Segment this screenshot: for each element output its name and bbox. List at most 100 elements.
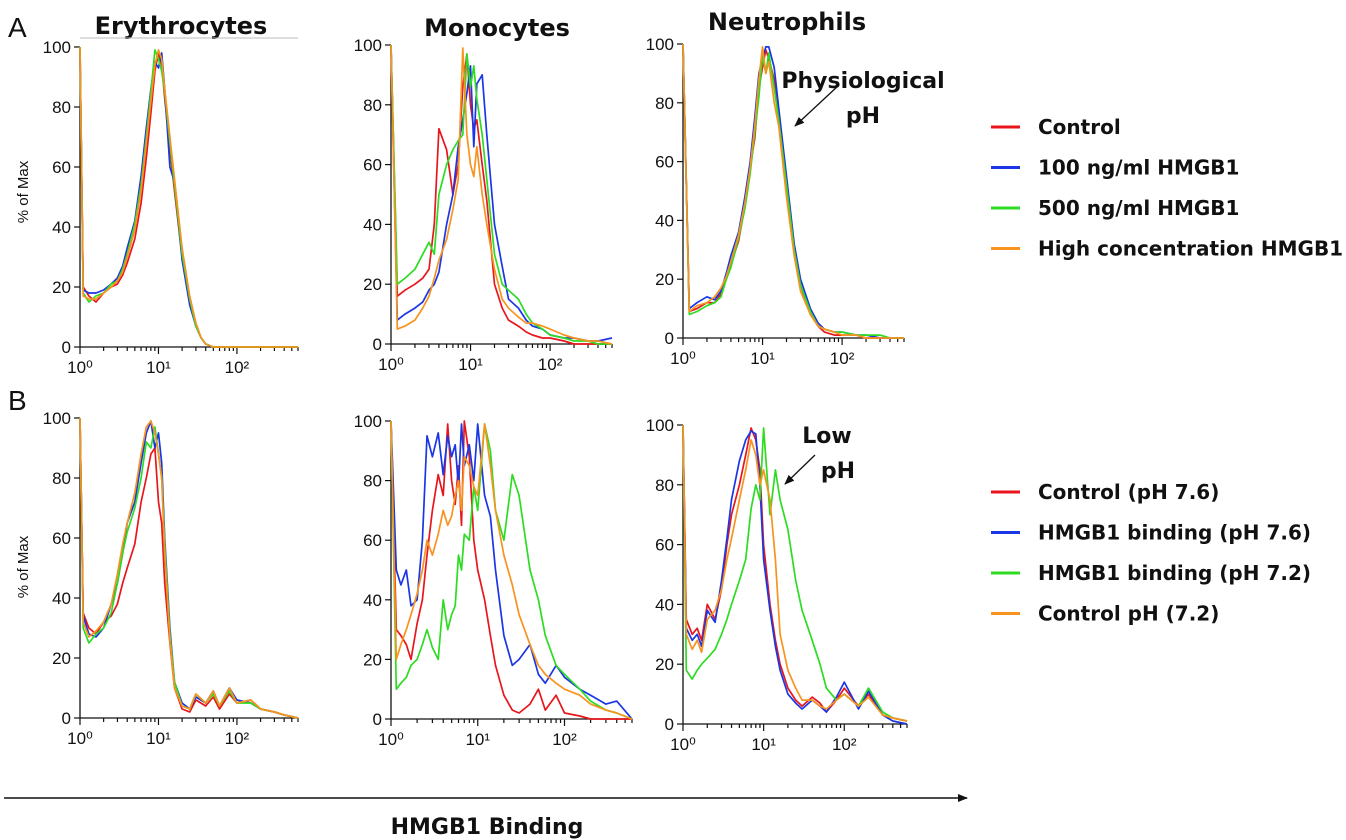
- histogram-b-neutrophils: 0 20 40 60 80 100 10⁰ 10¹ 10²: [646, 416, 908, 754]
- y-tick-label: 60: [52, 158, 71, 177]
- panel-letter-a: A: [8, 12, 27, 43]
- series-red: [390, 420, 632, 720]
- series-green: [682, 424, 908, 722]
- legend-label-orange: High concentration HMGB1: [1038, 237, 1343, 261]
- y-tick-label: 80: [655, 94, 674, 113]
- x-tick-label: 10²: [832, 735, 857, 754]
- y-tick-label: 0: [665, 329, 674, 348]
- y-tick-label: 80: [363, 96, 382, 115]
- column-title-monocytes: Monocytes: [424, 14, 570, 42]
- annotation-physiological-line1: Physiological: [781, 69, 944, 94]
- series-blue: [79, 49, 298, 348]
- x-tick-label: 10¹: [465, 730, 490, 749]
- legend-label-blue: 100 ng/ml HMGB1: [1038, 156, 1239, 180]
- y-tick-label: 100: [43, 409, 71, 428]
- series-blue: [682, 424, 908, 725]
- legend-label-green: HMGB1 binding (pH 7.2): [1038, 561, 1311, 585]
- annotation-physiological-ph: Physiological pH: [781, 69, 944, 129]
- legend-label-red: Control (pH 7.6): [1038, 480, 1219, 504]
- x-tick-label: 10⁰: [378, 355, 404, 374]
- y-tick-label: 100: [646, 416, 674, 435]
- legend-b: Control (pH 7.6) HMGB1 binding (pH 7.6) HM…: [991, 480, 1311, 626]
- x-tick-label: 10⁰: [670, 735, 696, 754]
- x-tick-label: 10⁰: [67, 358, 93, 377]
- x-tick-label: 10¹: [750, 349, 775, 368]
- histogram-a-neutrophils: 0 20 40 60 80 100 10⁰ 10¹ 10²: [646, 35, 905, 368]
- legend-label-blue: HMGB1 binding (pH 7.6): [1038, 521, 1311, 545]
- legend-label-red: Control: [1038, 115, 1121, 139]
- legend-label-orange: Control pH (7.2): [1038, 602, 1219, 626]
- x-tick-label: 10⁰: [378, 730, 404, 749]
- y-axis-title-b: % of Max: [15, 535, 32, 598]
- series-red: [79, 417, 299, 719]
- series-red: [682, 424, 908, 722]
- x-tick-label: 10¹: [751, 735, 776, 754]
- series-green: [390, 420, 633, 720]
- x-tick-label: 10²: [225, 358, 250, 377]
- series-orange: [682, 43, 904, 339]
- y-tick-label: 20: [655, 655, 674, 674]
- y-tick-label: 0: [62, 709, 71, 728]
- y-tick-label: 40: [655, 211, 674, 230]
- y-tick-label: 60: [655, 536, 674, 555]
- series-orange: [79, 46, 298, 348]
- annotation-low-ph: Low pH: [784, 424, 855, 485]
- y-tick-label: 40: [52, 589, 71, 608]
- y-tick-label: 100: [354, 412, 382, 431]
- series-green: [390, 44, 612, 345]
- series-blue: [79, 417, 299, 719]
- x-tick-label: 10²: [552, 730, 577, 749]
- y-tick-label: 40: [363, 591, 382, 610]
- series-blue: [390, 420, 633, 720]
- y-tick-label: 100: [354, 36, 382, 55]
- x-tick-label: 10²: [538, 355, 563, 374]
- y-tick-label: 80: [655, 476, 674, 495]
- y-tick-label: 0: [373, 710, 382, 729]
- x-tick-label: 10²: [225, 729, 250, 748]
- series-orange: [390, 44, 613, 345]
- y-tick-label: 40: [655, 595, 674, 614]
- series-red: [390, 44, 612, 345]
- histogram-a-erythrocytes: 0 20 40 60 80 100 10⁰ 10¹ 10²: [43, 37, 299, 377]
- legend-label-green: 500 ng/ml HMGB1: [1038, 196, 1239, 220]
- y-tick-label: 100: [646, 35, 674, 54]
- y-tick-label: 60: [363, 531, 382, 550]
- annotation-low-arrow: [784, 454, 816, 485]
- series-orange: [390, 420, 633, 720]
- y-tick-label: 60: [52, 529, 71, 548]
- y-axis-title-a: % of Max: [15, 160, 32, 223]
- x-tick-label: 10⁰: [670, 349, 696, 368]
- y-tick-label: 20: [363, 650, 382, 669]
- x-tick-label: 10²: [830, 349, 855, 368]
- y-tick-label: 60: [363, 156, 382, 175]
- legend-a: Control 100 ng/ml HMGB1 500 ng/ml HMGB1 Hig…: [991, 115, 1343, 261]
- annotation-low-line1: Low: [802, 424, 851, 449]
- series-green: [79, 417, 299, 719]
- x-tick-label: 10¹: [458, 355, 483, 374]
- y-tick-label: 0: [665, 715, 674, 734]
- y-tick-label: 40: [52, 218, 71, 237]
- x-tick-label: 10¹: [146, 729, 171, 748]
- y-tick-label: 80: [363, 472, 382, 491]
- y-tick-label: 80: [52, 98, 71, 117]
- y-tick-label: 20: [52, 278, 71, 297]
- series-green: [682, 43, 904, 339]
- y-tick-label: 0: [62, 338, 71, 357]
- annotation-physiological-arrow: [794, 85, 839, 127]
- series-orange: [682, 424, 908, 722]
- annotation-physiological-line2: pH: [846, 104, 880, 129]
- y-tick-label: 100: [43, 38, 71, 57]
- y-tick-label: 0: [373, 335, 382, 354]
- x-axis-title: HMGB1 Binding: [391, 815, 584, 840]
- y-tick-label: 80: [52, 469, 71, 488]
- histogram-b-erythrocytes: 0 20 40 60 80 100 10⁰ 10¹ 10²: [43, 409, 299, 748]
- x-tick-label: 10¹: [146, 358, 171, 377]
- panel-letter-b: B: [8, 385, 27, 416]
- annotation-low-line2: pH: [821, 459, 855, 484]
- column-title-erythrocytes: Erythrocytes: [95, 12, 268, 40]
- y-tick-label: 20: [655, 270, 674, 289]
- histogram-b-monocytes: 0 20 40 60 80 100 10⁰ 10¹ 10²: [354, 412, 633, 749]
- series-orange: [79, 417, 299, 719]
- column-title-neutrophils: Neutrophils: [708, 8, 866, 36]
